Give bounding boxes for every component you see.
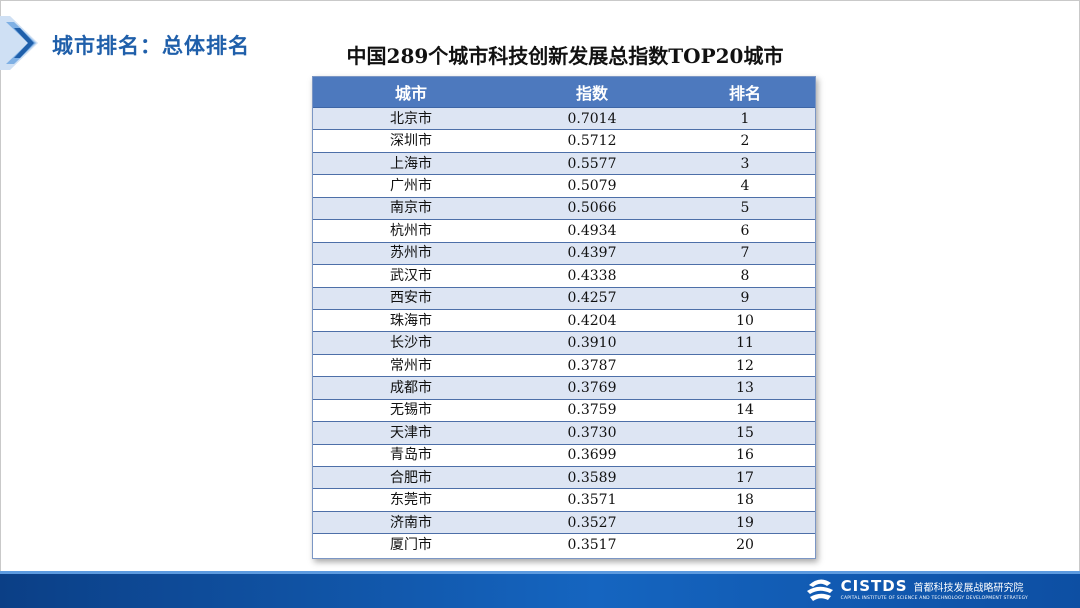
index-cell: 0.3527 bbox=[509, 511, 675, 535]
table-title: 中国289个城市科技创新发展总指数TOP20城市 bbox=[346, 44, 784, 68]
column-header-rank: 排名 bbox=[675, 77, 815, 108]
rank-cell: 12 bbox=[675, 354, 815, 378]
table-row: 北京市 0.7014 1 bbox=[313, 107, 815, 131]
rank-cell: 3 bbox=[675, 152, 815, 176]
index-cell: 0.3699 bbox=[509, 444, 675, 468]
table-row: 东莞市 0.3571 18 bbox=[313, 488, 815, 512]
rank-cell: 10 bbox=[675, 309, 815, 333]
table-row: 天津市 0.3730 15 bbox=[313, 421, 815, 445]
table-row: 济南市 0.3527 19 bbox=[313, 511, 815, 535]
city-cell: 青岛市 bbox=[313, 444, 509, 468]
city-cell: 广州市 bbox=[313, 174, 509, 198]
table-row: 厦门市 0.3517 20 bbox=[313, 533, 815, 556]
city-cell: 南京市 bbox=[313, 197, 509, 221]
index-cell: 0.3787 bbox=[509, 354, 675, 378]
city-cell: 东莞市 bbox=[313, 488, 509, 512]
table-row: 上海市 0.5577 3 bbox=[313, 152, 815, 176]
index-cell: 0.5066 bbox=[509, 197, 675, 221]
rank-cell: 8 bbox=[675, 264, 815, 288]
city-cell: 成都市 bbox=[313, 376, 509, 400]
city-cell: 深圳市 bbox=[313, 129, 509, 153]
logo-name: CISTDS bbox=[840, 576, 908, 595]
index-cell: 0.4257 bbox=[509, 287, 675, 310]
city-cell: 常州市 bbox=[313, 354, 509, 378]
index-cell: 0.5712 bbox=[509, 129, 675, 153]
column-header-city: 城市 bbox=[313, 77, 509, 108]
rank-cell: 11 bbox=[675, 331, 815, 355]
table-row: 青岛市 0.3699 16 bbox=[313, 444, 815, 468]
city-cell: 济南市 bbox=[313, 511, 509, 535]
footer-bar bbox=[0, 571, 1080, 608]
table-row: 深圳市 0.5712 2 bbox=[313, 129, 815, 153]
rank-cell: 16 bbox=[675, 444, 815, 468]
rank-cell: 6 bbox=[675, 219, 815, 243]
rank-cell: 20 bbox=[675, 533, 815, 556]
index-cell: 0.5079 bbox=[509, 174, 675, 198]
rank-cell: 9 bbox=[675, 287, 815, 310]
index-cell: 0.3571 bbox=[509, 488, 675, 512]
city-cell: 西安市 bbox=[313, 287, 509, 310]
index-cell: 0.3517 bbox=[509, 533, 675, 556]
cistds-logo-icon bbox=[806, 579, 833, 601]
index-cell: 0.3759 bbox=[509, 399, 675, 423]
rank-cell: 2 bbox=[675, 129, 815, 153]
city-cell: 天津市 bbox=[313, 421, 509, 445]
footer-stripe bbox=[0, 571, 1080, 574]
index-cell: 0.3769 bbox=[509, 376, 675, 400]
rank-cell: 18 bbox=[675, 488, 815, 512]
city-cell: 苏州市 bbox=[313, 242, 509, 266]
logo-chinese-name: 首都科技发展战略研究院 bbox=[913, 582, 1024, 594]
cistds-logo: CISTDS 首都科技发展战略研究院 CAPITAL INSTITUTE OF … bbox=[805, 576, 1028, 604]
rank-cell: 4 bbox=[675, 174, 815, 198]
table-row: 珠海市 0.4204 10 bbox=[313, 309, 815, 333]
city-cell: 上海市 bbox=[313, 152, 509, 176]
index-cell: 0.3589 bbox=[509, 466, 675, 490]
city-cell: 珠海市 bbox=[313, 309, 509, 333]
city-cell: 合肥市 bbox=[313, 466, 509, 490]
table-row: 长沙市 0.3910 11 bbox=[313, 331, 815, 355]
city-cell: 无锡市 bbox=[313, 399, 509, 423]
index-cell: 0.4338 bbox=[509, 264, 675, 288]
index-cell: 0.4204 bbox=[509, 309, 675, 333]
rank-cell: 5 bbox=[675, 197, 815, 221]
rank-cell: 19 bbox=[675, 511, 815, 535]
city-cell: 厦门市 bbox=[313, 533, 509, 556]
title-arrow-icon bbox=[0, 16, 38, 70]
rank-cell: 1 bbox=[675, 107, 815, 131]
table-row: 武汉市 0.4338 8 bbox=[313, 264, 815, 288]
table-row: 广州市 0.5079 4 bbox=[313, 174, 815, 198]
city-cell: 长沙市 bbox=[313, 331, 509, 355]
city-cell: 杭州市 bbox=[313, 219, 509, 243]
city-cell: 北京市 bbox=[313, 107, 509, 131]
index-cell: 0.4934 bbox=[509, 219, 675, 243]
index-cell: 0.7014 bbox=[509, 107, 675, 131]
rank-cell: 15 bbox=[675, 421, 815, 445]
table-row: 无锡市 0.3759 14 bbox=[313, 399, 815, 423]
section-title: 城市排名：总体排名 bbox=[52, 34, 250, 58]
table-row: 成都市 0.3769 13 bbox=[313, 376, 815, 400]
table-row: 苏州市 0.4397 7 bbox=[313, 242, 815, 266]
index-cell: 0.3910 bbox=[509, 331, 675, 355]
table-row: 西安市 0.4257 9 bbox=[313, 287, 815, 310]
index-cell: 0.5577 bbox=[509, 152, 675, 176]
rank-cell: 13 bbox=[675, 376, 815, 400]
logo-english-name: CAPITAL INSTITUTE OF SCIENCE AND TECHNOL… bbox=[840, 595, 1028, 601]
table-row: 南京市 0.5066 5 bbox=[313, 197, 815, 221]
table-header-row: 城市 指数 排名 bbox=[313, 77, 815, 108]
rank-cell: 7 bbox=[675, 242, 815, 266]
ranking-table: 城市 指数 排名 北京市 0.7014 1 深圳市 0.5712 2 上海市 0.5577 3 广… bbox=[312, 76, 816, 559]
city-cell: 武汉市 bbox=[313, 264, 509, 288]
table-row: 合肥市 0.3589 17 bbox=[313, 466, 815, 490]
index-cell: 0.4397 bbox=[509, 242, 675, 266]
column-header-index: 指数 bbox=[509, 77, 675, 108]
rank-cell: 14 bbox=[675, 399, 815, 423]
rank-cell: 17 bbox=[675, 466, 815, 490]
table-row: 杭州市 0.4934 6 bbox=[313, 219, 815, 243]
index-cell: 0.3730 bbox=[509, 421, 675, 445]
table-row: 常州市 0.3787 12 bbox=[313, 354, 815, 378]
